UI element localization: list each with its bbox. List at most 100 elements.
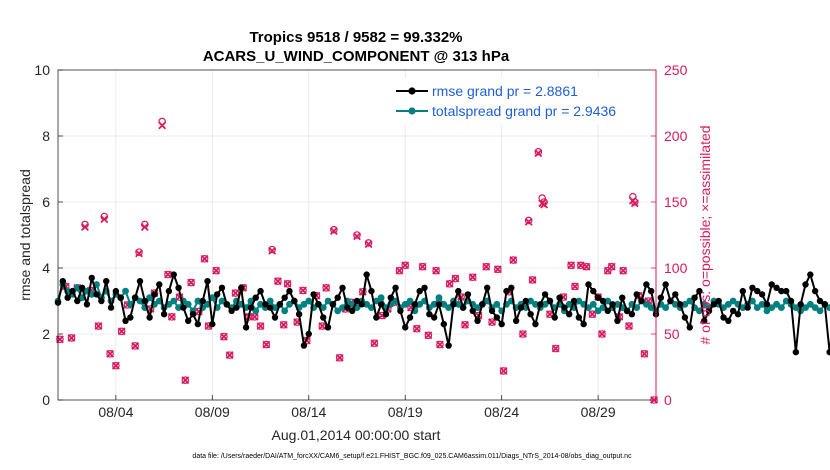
- legend-rmse-label: rmse grand pr = 2.8861: [432, 83, 578, 99]
- obs-assimilated-marker: [329, 227, 338, 235]
- totalspread-marker: [811, 304, 819, 311]
- rmse-marker: [310, 291, 317, 298]
- legend-rmse-marker: [408, 87, 416, 95]
- rmse-marker: [440, 320, 448, 328]
- rmse-marker: [430, 314, 438, 321]
- rmse-marker: [180, 304, 187, 311]
- rmse-marker: [734, 311, 742, 318]
- rmse-marker: [295, 311, 303, 318]
- rmse-marker: [778, 287, 785, 295]
- obs-possible-marker: [571, 282, 579, 291]
- totalspread-marker: [454, 300, 462, 308]
- rmse-marker: [165, 287, 173, 295]
- totalspread-marker: [575, 297, 583, 305]
- totalspread-marker: [430, 300, 438, 308]
- rmse-marker: [758, 291, 766, 298]
- rmse-marker: [257, 287, 264, 295]
- rmse-marker: [614, 317, 621, 324]
- obs-assimilated-marker: [518, 330, 527, 338]
- chart-title: Tropics 9518 / 9582 = 99.332%: [249, 29, 462, 46]
- obs-assimilated-marker: [219, 332, 228, 341]
- obs-assimilated-marker: [534, 149, 543, 158]
- rmse-marker: [281, 294, 288, 301]
- obs-assimilated-marker: [94, 322, 103, 331]
- rmse-marker: [122, 317, 129, 324]
- x-tick-label: 08/29: [581, 404, 616, 420]
- obs-possible-marker: [299, 286, 307, 295]
- totalspread-marker: [806, 300, 814, 308]
- obs-possible-marker: [494, 265, 502, 274]
- obs-possible-marker: [131, 342, 139, 350]
- obs-possible-marker: [534, 148, 543, 156]
- totalspread-marker: [146, 294, 154, 302]
- rmse-marker: [271, 314, 279, 321]
- obs-assimilated-marker: [567, 261, 576, 270]
- chart-subtitle: ACARS_U_WIND_COMPONENT @ 313 hPa: [203, 48, 510, 65]
- rmse-marker: [238, 284, 245, 291]
- rmse-marker: [112, 287, 120, 295]
- rmse-marker: [720, 314, 727, 321]
- obs-assimilated-marker: [164, 270, 172, 279]
- obs-assimilated-marker: [482, 262, 491, 271]
- obs-assimilated-marker: [619, 266, 628, 275]
- rmse-marker: [696, 287, 703, 295]
- rmse-marker: [218, 284, 226, 291]
- obs-assimilated-marker: [81, 223, 89, 232]
- obs-possible-marker: [56, 335, 64, 344]
- obs-assimilated-marker: [528, 275, 537, 284]
- obs-possible-marker: [424, 331, 433, 340]
- obs-possible-marker: [330, 225, 338, 234]
- totalspread-marker: [565, 300, 573, 308]
- obs-assimilated-marker: [231, 289, 240, 298]
- rmse-marker: [623, 307, 631, 315]
- totalspread-marker: [271, 304, 279, 311]
- obs-possible-marker: [418, 262, 427, 271]
- rmse-marker: [773, 284, 780, 291]
- totalspread-marker: [527, 297, 535, 305]
- obs-possible-marker: [468, 273, 477, 282]
- obs-possible-marker: [401, 261, 410, 270]
- rmse-marker: [209, 320, 216, 328]
- totalspread-marker: [763, 307, 771, 315]
- rmse-marker: [459, 304, 467, 311]
- totalspread-marker: [257, 300, 264, 308]
- rmse-marker: [242, 324, 250, 331]
- totalspread-marker: [662, 304, 670, 311]
- totalspread-marker: [445, 304, 453, 311]
- obs-assimilated-marker: [509, 256, 518, 265]
- totalspread-marker: [681, 300, 689, 308]
- obs-possible-marker: [268, 245, 276, 254]
- rmse-marker: [643, 281, 650, 288]
- rmse-marker: [599, 297, 607, 305]
- obs-assimilated-marker: [268, 246, 277, 255]
- rmse-marker: [64, 294, 71, 301]
- rmse-marker: [88, 274, 95, 282]
- rmse-marker: [291, 297, 298, 305]
- obs-possible-marker: [395, 266, 404, 275]
- obs-assimilated-marker: [488, 318, 496, 327]
- y-tick-label: 10: [34, 62, 50, 78]
- rmse-marker: [807, 271, 814, 278]
- obs-possible-marker: [225, 351, 234, 359]
- obs-possible-marker: [67, 334, 76, 342]
- rmse-marker: [358, 301, 366, 308]
- rmse-marker: [204, 278, 211, 285]
- rmse-marker: [455, 287, 462, 295]
- totalspread-marker: [594, 307, 602, 315]
- rmse-marker: [628, 311, 636, 318]
- totalspread-marker: [802, 304, 809, 311]
- rmse-marker: [686, 324, 693, 331]
- totalspread-marker: [266, 297, 274, 305]
- obs-possible-marker: [200, 254, 209, 263]
- totalspread-marker: [208, 294, 216, 302]
- totalspread-marker: [184, 300, 192, 308]
- rmse-marker: [609, 301, 616, 308]
- totalspread-marker: [768, 304, 776, 311]
- rmse-marker: [527, 311, 534, 318]
- obs-assimilated-marker: [299, 286, 307, 295]
- y-axis-right-ticks: 0 50 100 150 200 250: [651, 62, 688, 408]
- rmse-marker: [387, 294, 394, 301]
- rmse-marker: [667, 297, 674, 305]
- obs-assimilated-marker: [412, 324, 421, 333]
- obs-possible-marker: [181, 376, 190, 385]
